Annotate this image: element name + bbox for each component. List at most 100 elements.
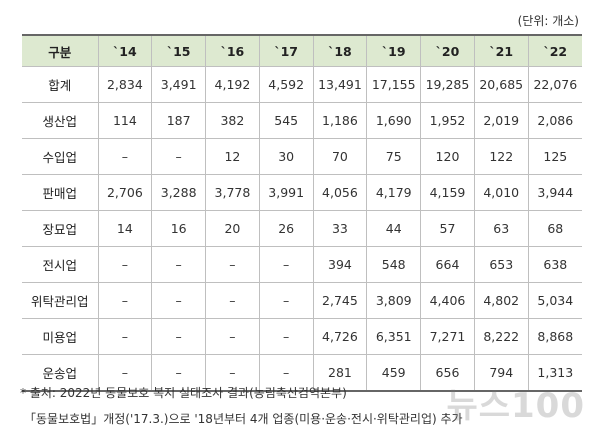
- table-cell: 26: [258, 210, 314, 247]
- table-cell: 122: [473, 138, 529, 175]
- table-cell: –: [97, 246, 153, 283]
- header-year: `21: [473, 34, 529, 67]
- table-cell: –: [205, 354, 260, 392]
- table-row: 수입업 – –12 30 70 75 120 122 125: [22, 138, 582, 175]
- row-label: 미용업: [22, 318, 99, 355]
- table-cell: –: [258, 318, 314, 355]
- header-year: `22: [527, 34, 582, 67]
- table-row: 합계 2,834 3,491 4,192 4,592 13,491 17,155 19,285…: [22, 66, 582, 103]
- table-cell: 17,155: [366, 66, 422, 103]
- table-cell: –: [97, 282, 153, 319]
- table-cell: 3,778: [205, 174, 260, 211]
- table-cell: –: [205, 246, 260, 283]
- table-cell: 656: [420, 354, 475, 392]
- table-cell: 30: [258, 138, 314, 175]
- table-cell: 19,285: [420, 66, 475, 103]
- header-category: 구분: [22, 34, 99, 67]
- table-cell: 20,685: [473, 66, 529, 103]
- table-cell: 2,019: [473, 102, 529, 139]
- table-cell: –: [151, 282, 207, 319]
- table-cell: –: [205, 282, 260, 319]
- table-cell: 4,406: [420, 282, 475, 319]
- table-cell: 2,834: [97, 66, 153, 103]
- table-cell: 653: [473, 246, 529, 283]
- table-cell: –: [97, 138, 153, 175]
- revision-note: 「동물보호법」개정('17.3.)으로 '18년부터 4개 업종(미용·운송·전…: [24, 412, 463, 426]
- row-label: 전시업: [22, 246, 99, 283]
- table-cell: 3,944: [527, 174, 582, 211]
- table-cell: 382: [205, 102, 260, 139]
- source-note: * 출처: 2022년 동물보호 복지 실태조사 결과(농림축산검역본부): [20, 386, 347, 400]
- row-label: 수입업: [22, 138, 99, 175]
- watermark-logo: 뉴스100: [446, 386, 585, 426]
- header-year: `20: [420, 34, 475, 67]
- table-row: 운송업 – – – –281 459 656 794 1,313: [22, 354, 582, 392]
- table-row: 판매업 2,706 3,288 3,778 3,991 4,056 4,179 4,159 4,…: [22, 174, 582, 211]
- table-cell: 281: [312, 354, 368, 392]
- table-cell: 4,802: [473, 282, 529, 319]
- table-cell: 22,076: [527, 66, 582, 103]
- table-cell: 16: [151, 210, 207, 247]
- table-cell: –: [151, 246, 207, 283]
- table-cell: 187: [151, 102, 207, 139]
- table-cell: 6,351: [366, 318, 422, 355]
- table-header: 구분 `14 `15 `16 `17 `18 `19 `20 `21 `22: [22, 34, 582, 67]
- table-cell: 8,222: [473, 318, 529, 355]
- table-cell: 57: [420, 210, 475, 247]
- table-cell: –: [258, 282, 314, 319]
- table-cell: 125: [527, 138, 582, 175]
- table-cell: 394: [312, 246, 368, 283]
- table-cell: 459: [366, 354, 422, 392]
- table-row: 장묘업 14 16 20 26 33 44 57 63 68: [22, 210, 582, 247]
- header-year: `14: [97, 34, 153, 67]
- table-cell: 4,159: [420, 174, 475, 211]
- table-cell: 14: [97, 210, 153, 247]
- table-cell: 63: [473, 210, 529, 247]
- table-cell: 4,592: [258, 66, 314, 103]
- header-year: `15: [151, 34, 207, 67]
- table-cell: 2,086: [527, 102, 582, 139]
- table-row: 전시업 – – – –394 548 664 653 638: [22, 246, 582, 283]
- table-cell: 2,706: [97, 174, 153, 211]
- row-label: 판매업: [22, 174, 99, 211]
- unit-label: (단위: 개소): [517, 14, 579, 28]
- table-cell: 638: [527, 246, 582, 283]
- table-cell: 44: [366, 210, 422, 247]
- table-cell: –: [151, 318, 207, 355]
- table-cell: 4,010: [473, 174, 529, 211]
- row-label: 위탁관리업: [22, 282, 99, 319]
- table-cell: 2,745: [312, 282, 368, 319]
- header-year: `17: [258, 34, 314, 67]
- table-cell: 12: [205, 138, 260, 175]
- table-cell: 75: [366, 138, 422, 175]
- table-row: 위탁관리업 – – – –2,745 3,809 4,406 4,802 5,034: [22, 282, 582, 319]
- header-year: `19: [366, 34, 422, 67]
- table-cell: 3,491: [151, 66, 207, 103]
- table-cell: 3,288: [151, 174, 207, 211]
- table-cell: 4,726: [312, 318, 368, 355]
- statistics-table: 구분 `14 `15 `16 `17 `18 `19 `20 `21 `22 합계 2,834 3,4…: [22, 34, 582, 392]
- table-cell: 1,313: [527, 354, 582, 392]
- header-year: `18: [312, 34, 368, 67]
- row-label: 장묘업: [22, 210, 99, 247]
- table-cell: 664: [420, 246, 475, 283]
- table-cell: –: [258, 246, 314, 283]
- table-cell: –: [205, 318, 260, 355]
- table-cell: 8,868: [527, 318, 582, 355]
- table-cell: 13,491: [312, 66, 368, 103]
- table-cell: 3,809: [366, 282, 422, 319]
- table-cell: 4,192: [205, 66, 260, 103]
- table-cell: 114: [97, 102, 153, 139]
- table-cell: 3,991: [258, 174, 314, 211]
- table-cell: –: [97, 318, 153, 355]
- table-cell: 120: [420, 138, 475, 175]
- row-label: 합계: [22, 66, 99, 103]
- table-cell: –: [258, 354, 314, 392]
- row-label: 운송업: [22, 354, 99, 392]
- header-year: `16: [205, 34, 260, 67]
- table-cell: 548: [366, 246, 422, 283]
- table-cell: 4,179: [366, 174, 422, 211]
- table-cell: 20: [205, 210, 260, 247]
- table-cell: 70: [312, 138, 368, 175]
- table-cell: 5,034: [527, 282, 582, 319]
